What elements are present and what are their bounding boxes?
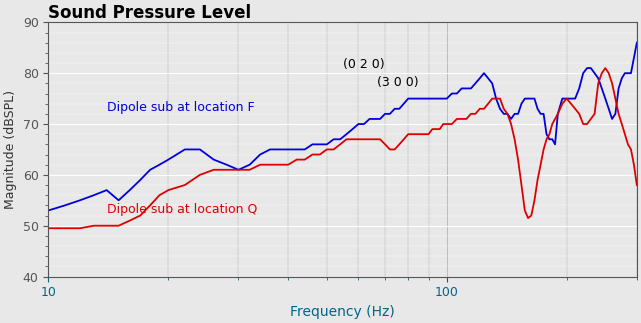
X-axis label: Frequency (Hz): Frequency (Hz) [290,305,395,319]
Text: (0 2 0): (0 2 0) [344,58,385,71]
Text: (3 0 0): (3 0 0) [378,76,419,89]
Text: Sound Pressure Level: Sound Pressure Level [49,4,251,22]
Y-axis label: Magnitude (dBSPL): Magnitude (dBSPL) [4,90,17,209]
Text: Dipole sub at location F: Dipole sub at location F [106,101,254,114]
Text: Dipole sub at location Q: Dipole sub at location Q [106,203,257,216]
